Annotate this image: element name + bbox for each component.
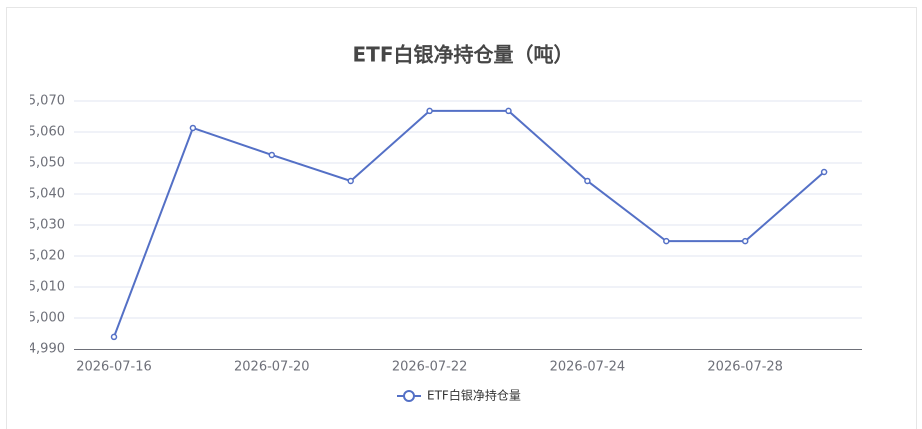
plot: 14,990 15,000 15,010 15,020 15,030 15,040 15,0… <box>20 94 862 375</box>
y-tick-label: 15,000 <box>20 311 66 326</box>
data-point <box>741 237 749 245</box>
x-tick-label: 2026-07-22 <box>392 360 468 375</box>
data-point <box>663 237 670 245</box>
x-tick-label: 2026-07-28 <box>707 360 783 375</box>
y-tick-label: 15,010 <box>20 280 66 295</box>
legend-symbol <box>403 390 415 402</box>
data-point <box>426 107 433 115</box>
y-tick-label: 15,020 <box>20 249 66 264</box>
data-point <box>820 168 828 176</box>
x-tick-label: 2026-07-20 <box>234 360 310 375</box>
legend-label[interactable]: ETF白银净持仓量 <box>427 388 521 403</box>
y-tick-label: 14,990 <box>20 342 66 357</box>
data-point <box>584 177 591 185</box>
y-tick-label: 15,050 <box>20 156 66 171</box>
y-tick-label: 15,030 <box>20 218 66 233</box>
data-point <box>110 333 118 341</box>
data-point <box>505 107 512 115</box>
y-tick-label: 15,070 <box>20 94 66 109</box>
x-tick-label: 2026-07-24 <box>550 360 626 375</box>
series-line <box>113 109 825 338</box>
y-tick-label: 15,060 <box>20 125 66 140</box>
data-point <box>268 151 276 159</box>
chart-title: ETF白银净持仓量（吨） <box>353 43 574 67</box>
data-point <box>347 177 354 185</box>
data-point <box>189 124 197 132</box>
y-tick-label: 15,040 <box>20 187 66 202</box>
x-tick-label: 2026-07-16 <box>76 360 152 375</box>
